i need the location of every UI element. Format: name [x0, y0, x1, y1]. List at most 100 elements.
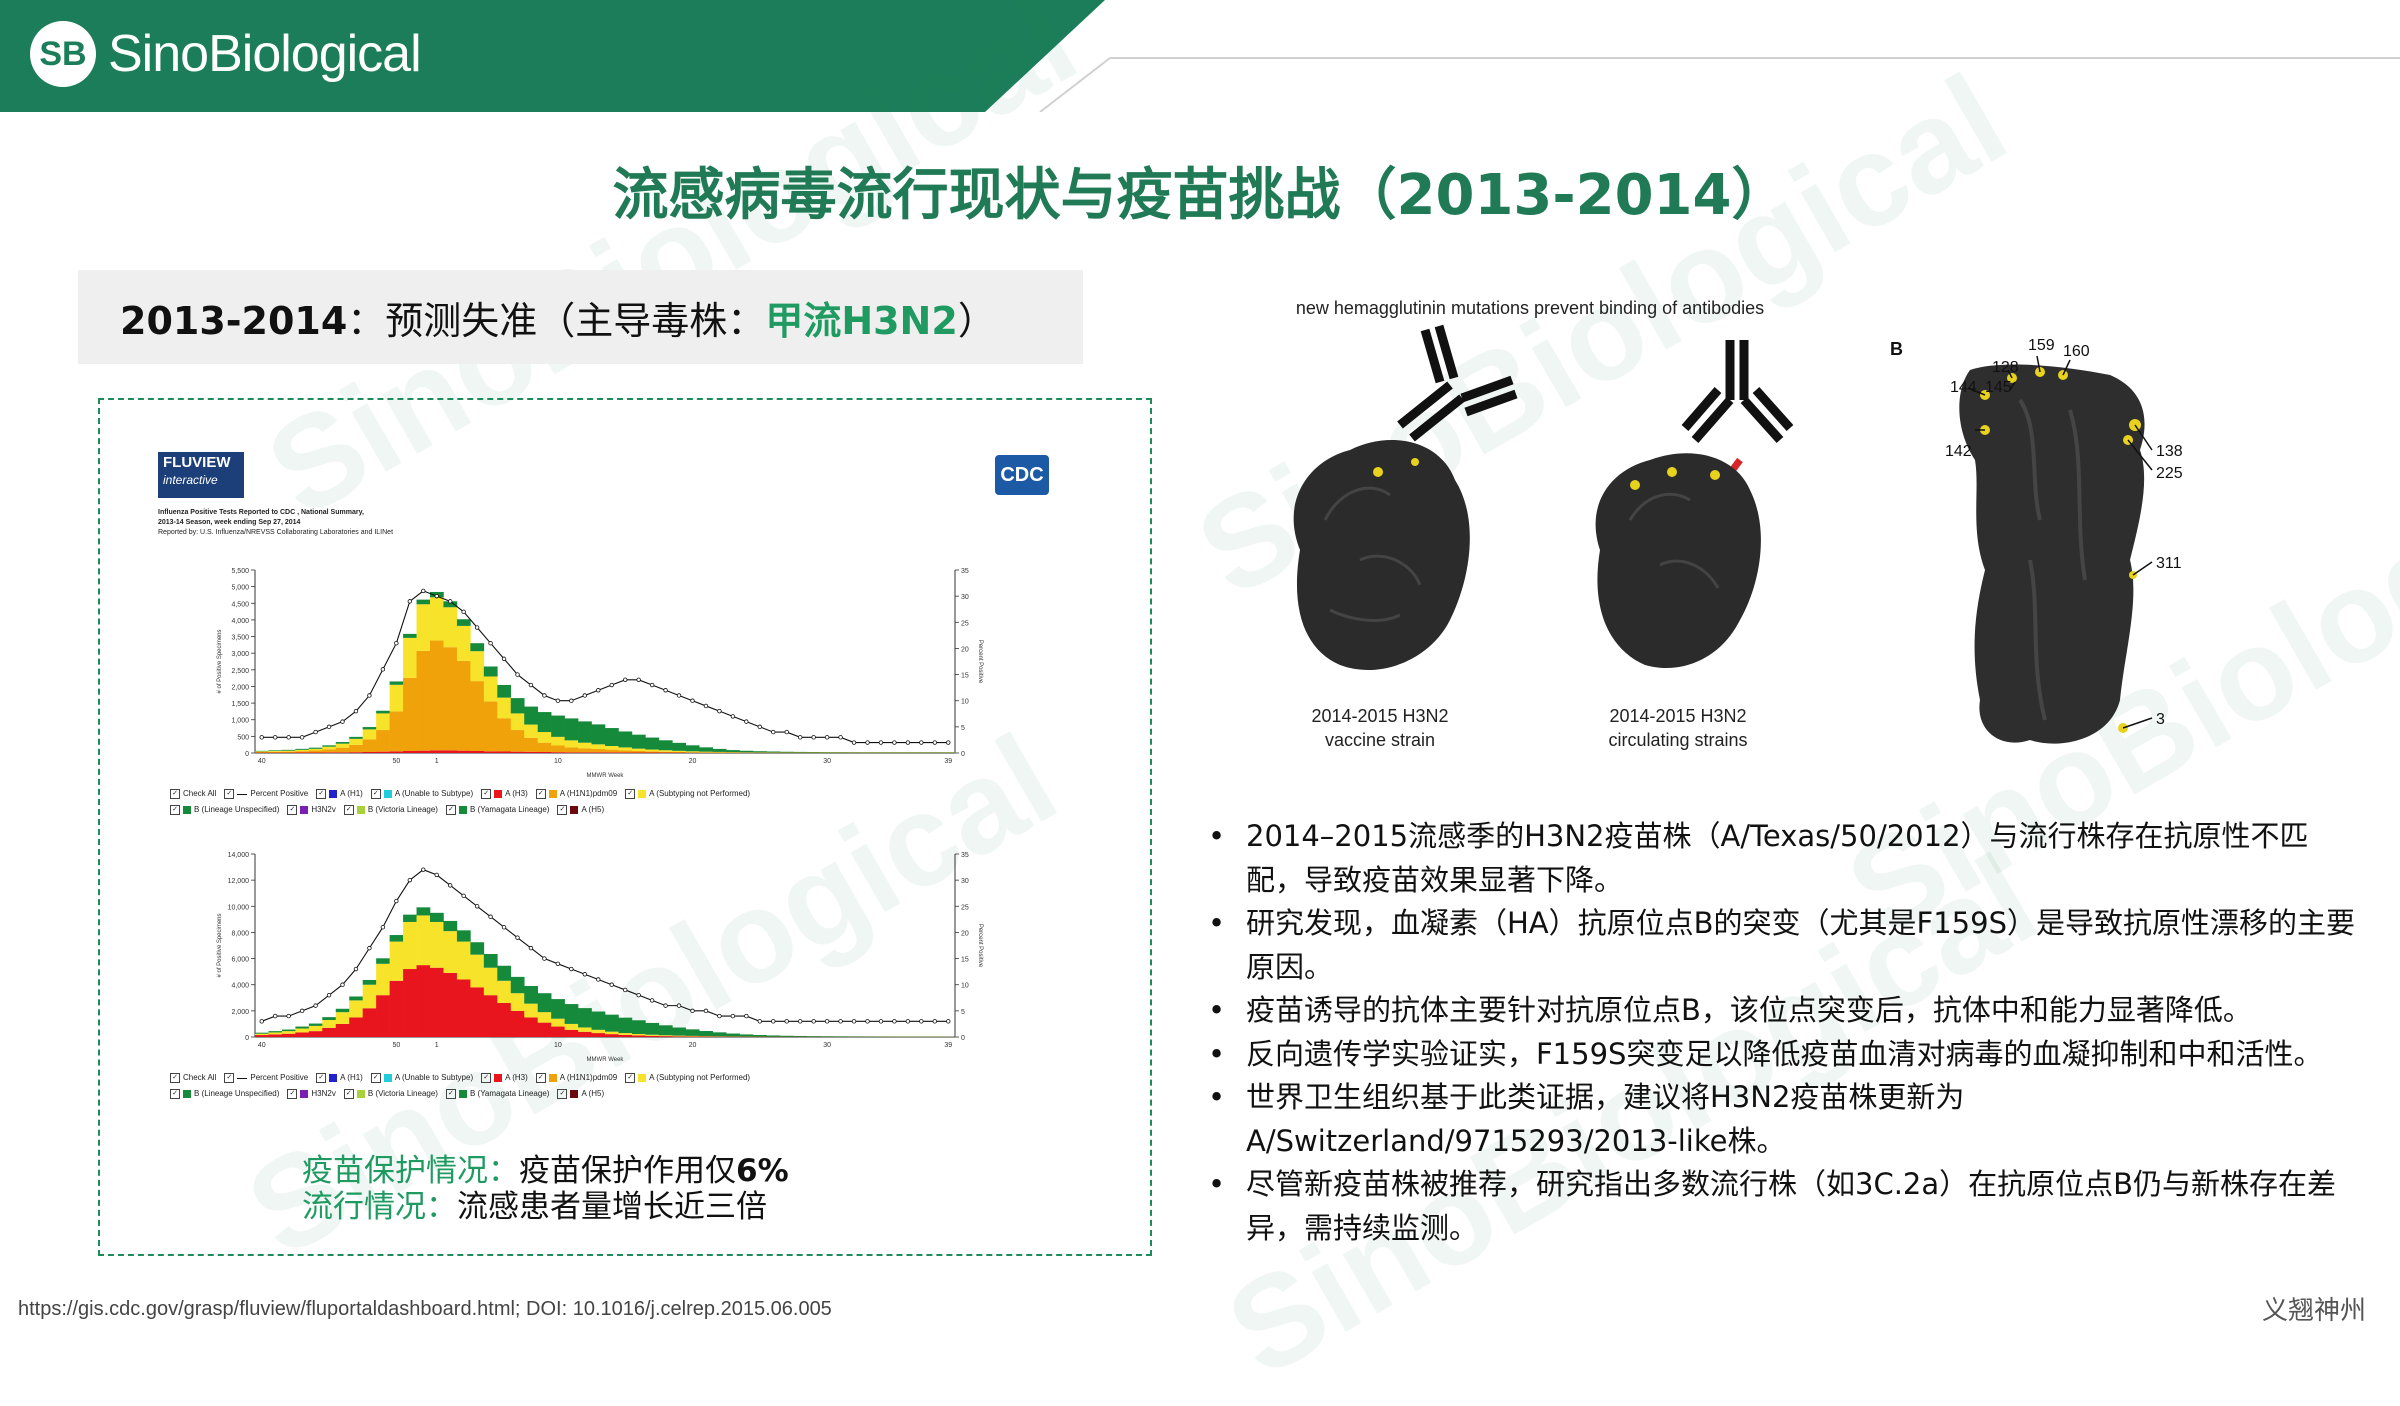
bar-segment	[767, 1035, 781, 1036]
bar-segment	[726, 750, 740, 752]
bar-segment	[551, 716, 565, 737]
bar-segment	[618, 747, 632, 750]
legend-item[interactable]: ✓A (H1N1)pdm09	[536, 1073, 617, 1083]
bar-segment	[403, 678, 417, 751]
y2-tick-label: 0	[961, 1035, 965, 1042]
legend-checkbox[interactable]: ✓	[446, 1089, 456, 1099]
legend-checkbox[interactable]: ✓	[344, 805, 354, 815]
info-text: 流感患者量增长近三倍	[457, 1189, 767, 1225]
percent-positive-point	[516, 673, 520, 677]
x-axis-title: MMWR Week	[587, 1057, 625, 1063]
legend-checkbox[interactable]: ✓	[316, 789, 326, 799]
bar-segment	[417, 751, 431, 753]
legend-item[interactable]: ✓ A (H5)	[557, 805, 604, 815]
legend-swatch	[638, 1074, 646, 1082]
legend-checkbox[interactable]: ✓	[536, 1073, 546, 1083]
percent-positive-point	[852, 1020, 856, 1024]
bar-segment	[618, 1033, 632, 1035]
legend-checkbox[interactable]: ✓	[446, 805, 456, 815]
bar-segment	[430, 597, 444, 640]
legend-checkbox[interactable]: ✓	[287, 805, 297, 815]
percent-positive-point	[664, 1004, 668, 1008]
legend-checkbox[interactable]: ✓	[287, 1089, 297, 1099]
bar-segment	[592, 749, 606, 752]
legend-checkbox[interactable]: ✓	[371, 1073, 381, 1083]
bar-segment	[376, 995, 390, 1037]
legend-label: A (H5)	[581, 805, 604, 814]
legend-item[interactable]: ✓A (H5)	[557, 1089, 604, 1099]
legend-item[interactable]: ✓A (H1)	[316, 1073, 363, 1083]
hemagglutinin-figure: 2014-2015 H3N2 vaccine strain 2014-2015 …	[1240, 320, 2400, 760]
bar-segment	[605, 1015, 619, 1032]
legend-checkbox[interactable]: ✓	[170, 1073, 180, 1083]
bar-segment	[349, 1000, 363, 1017]
legend-checkbox[interactable]: ✓	[625, 1073, 635, 1083]
legend-item[interactable]: ✓A (Subtyping not Performed)	[625, 1073, 750, 1083]
bullet-item: 世界卫生组织基于此类证据，建议将H3N2疫苗株更新为A/Switzerland/…	[1208, 1076, 2358, 1163]
legend-item[interactable]: ✓B (Yamagata Lineage)	[446, 805, 549, 815]
percent-positive-point	[368, 694, 372, 698]
legend-item[interactable]: ✓Check All	[170, 1073, 216, 1083]
bar-segment	[349, 737, 363, 739]
legend-item[interactable]: ✓A (H1N1)pdm09	[536, 789, 617, 799]
bar-segment	[659, 752, 673, 753]
legend-item[interactable]: ✓B (Lineage Unspecified)	[170, 1089, 279, 1099]
y-tick-label: 4,000	[231, 983, 249, 990]
legend-checkbox[interactable]: ✓	[481, 789, 491, 799]
legend-item[interactable]: ✓A (Subtyping not Performed)	[625, 789, 750, 799]
percent-positive-point	[516, 936, 520, 940]
legend-swatch	[300, 806, 308, 814]
legend-item[interactable]: ✓Percent Positive	[224, 789, 308, 799]
legend-checkbox[interactable]: ✓	[557, 1089, 567, 1099]
legend-checkbox[interactable]: ✓	[224, 1073, 234, 1083]
y2-tick-label: 30	[961, 594, 969, 601]
legend-checkbox[interactable]: ✓	[557, 805, 567, 815]
legend-item[interactable]: ✓A (H1)	[316, 789, 363, 799]
legend-checkbox[interactable]: ✓	[625, 789, 635, 799]
legend-label: B (Lineage Unspecified)	[194, 805, 279, 814]
legend-item[interactable]: ✓ B (Yamagata Lineage)	[446, 1089, 549, 1099]
legend-checkbox[interactable]: ✓	[170, 789, 180, 799]
legend-item[interactable]: ✓Percent Positive	[224, 1073, 308, 1083]
legend-item[interactable]: ✓H3N2v	[287, 1089, 335, 1099]
legend-item[interactable]: ✓A (H3)	[481, 789, 528, 799]
legend-item[interactable]: ✓A (H3)	[481, 1073, 528, 1083]
bar-segment	[686, 745, 700, 751]
percent-positive-point	[381, 668, 385, 672]
legend-checkbox[interactable]: ✓	[371, 789, 381, 799]
bar-segment	[659, 1035, 673, 1036]
legend-checkbox[interactable]: ✓	[316, 1073, 326, 1083]
percent-positive-point	[879, 1020, 883, 1024]
percent-positive-point	[570, 699, 574, 703]
bar-segment	[632, 751, 646, 752]
percent-positive-point	[287, 736, 291, 740]
legend-checkbox[interactable]: ✓	[224, 789, 234, 799]
percent-positive-point	[610, 683, 614, 687]
bar-segment	[659, 750, 673, 751]
legend-checkbox[interactable]: ✓	[536, 789, 546, 799]
percent-positive-point	[260, 1020, 264, 1024]
legend-checkbox[interactable]: ✓	[170, 805, 180, 815]
bar-segment	[659, 1036, 673, 1037]
legend-item[interactable]: ✓B (Victoria Lineage)	[344, 1089, 438, 1099]
legend-item[interactable]: ✓A (Unable to Subtype)	[371, 789, 473, 799]
legend-item[interactable]: ✓B (Victoria Lineage)	[344, 805, 438, 815]
y2-tick-label: 20	[961, 646, 969, 653]
legend-checkbox[interactable]: ✓	[344, 1089, 354, 1099]
bar-segment	[403, 751, 417, 753]
legend-item[interactable]: ✓H3N2v	[287, 805, 335, 815]
percent-positive-point	[731, 1014, 735, 1018]
legend-checkbox[interactable]: ✓	[170, 1089, 180, 1099]
x-tick-label: 30	[823, 758, 831, 765]
bar-segment	[457, 619, 471, 626]
legend-label: B (Yamagata Lineage)	[470, 1089, 549, 1098]
legend-item[interactable]: ✓A (Unable to Subtype)	[371, 1073, 473, 1083]
legend-item[interactable]: ✓Check All	[170, 789, 216, 799]
legend-checkbox[interactable]: ✓	[481, 1073, 491, 1083]
bar-segment	[376, 713, 390, 730]
legend-item[interactable]: ✓ B (Lineage Unspecified)	[170, 805, 279, 815]
bar-segment	[565, 1030, 579, 1037]
bar-segment	[578, 1032, 592, 1037]
percent-positive-point	[771, 730, 775, 734]
bar-segment	[457, 979, 471, 1037]
